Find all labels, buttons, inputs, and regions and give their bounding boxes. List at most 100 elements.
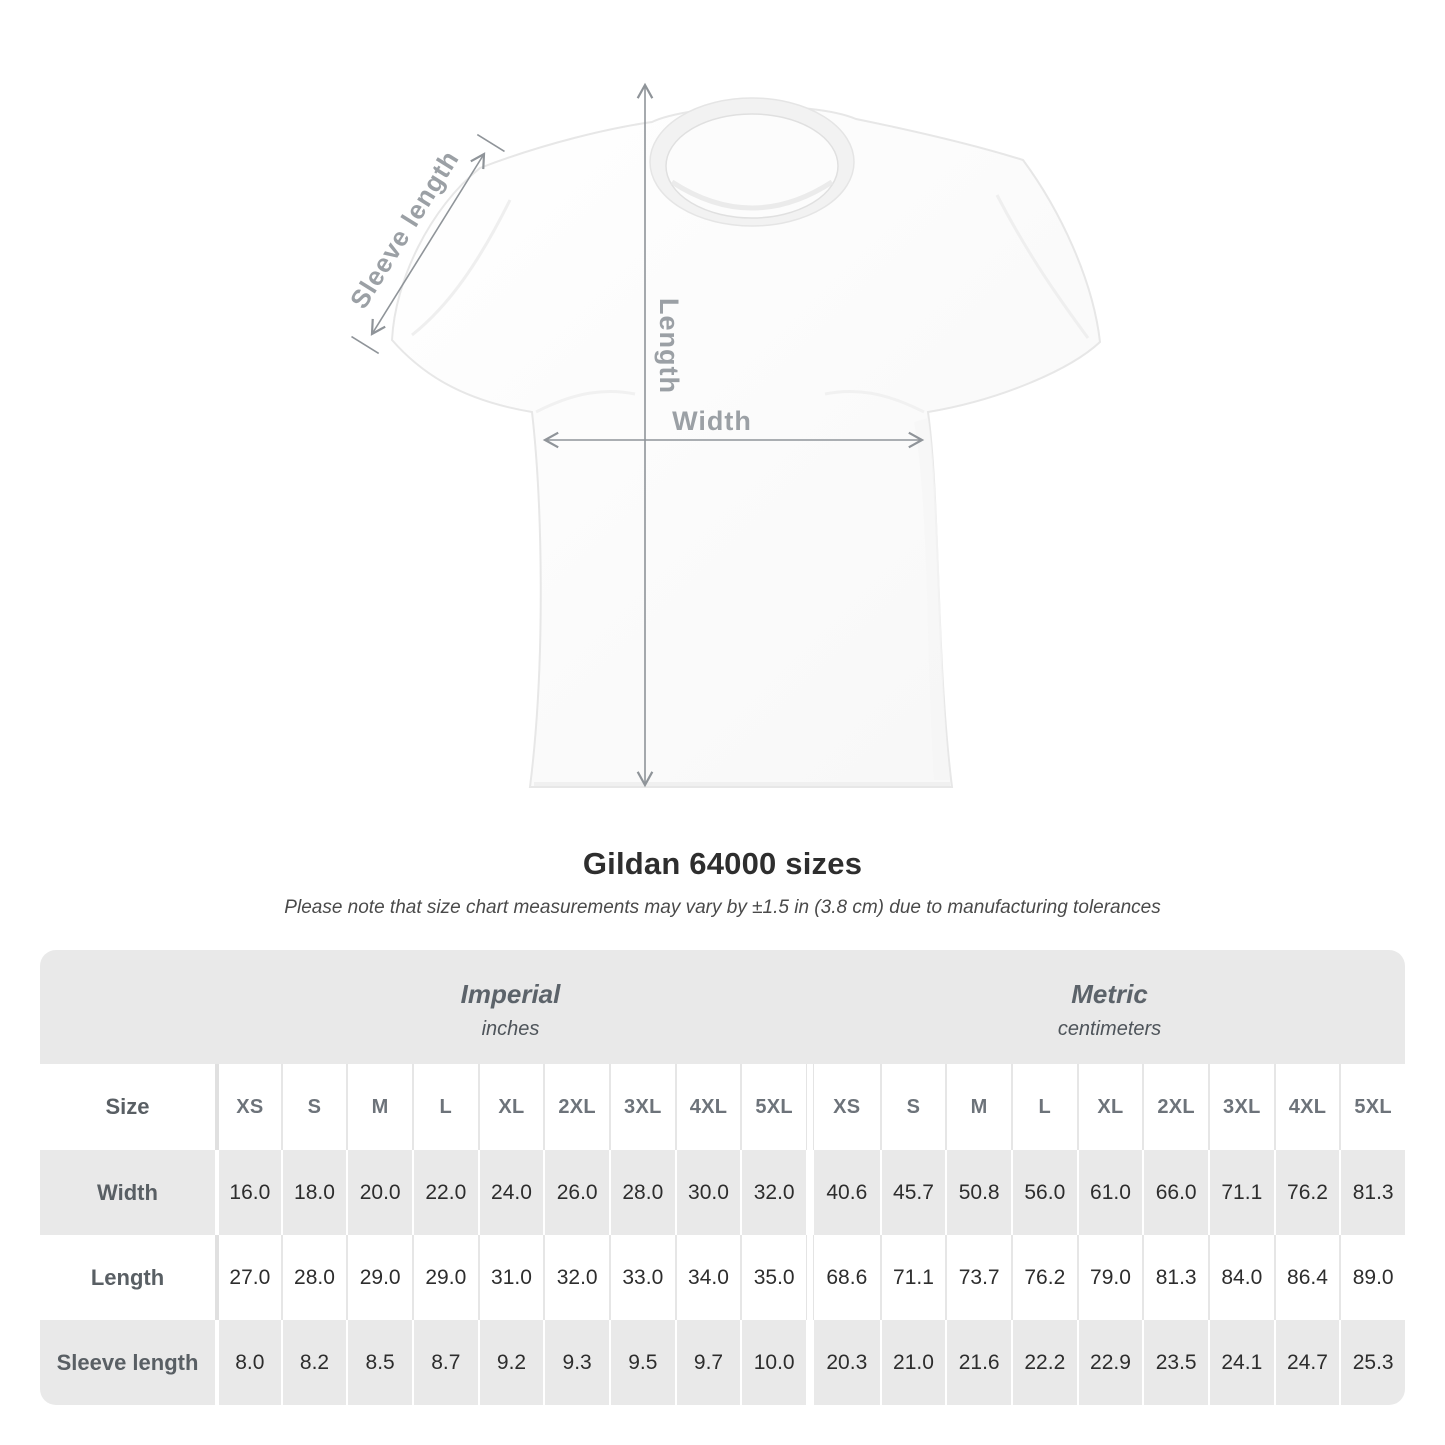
imperial-label: Imperial <box>460 979 561 1009</box>
size-col-header: L <box>411 1064 478 1150</box>
table-cell: 24.0 <box>477 1150 544 1235</box>
size-col-header: 2XL <box>543 1064 609 1150</box>
size-col-header: 3XL <box>1207 1064 1274 1150</box>
table-cell: 21.0 <box>879 1320 946 1405</box>
table-cell: 66.0 <box>1142 1150 1208 1235</box>
size-col-header: 2XL <box>1142 1064 1208 1150</box>
unit-divider <box>805 1320 814 1405</box>
table-cell: 21.6 <box>945 1320 1011 1405</box>
table-cell: 22.2 <box>1010 1320 1077 1405</box>
imperial-unit-label: inches <box>481 1018 540 1040</box>
size-col-header: 4XL <box>1273 1064 1340 1150</box>
size-col-header: 5XL <box>740 1064 806 1150</box>
table-cell: 27.0 <box>215 1235 281 1320</box>
table-cell: 10.0 <box>740 1320 806 1405</box>
size-header-row: Size XS S M L XL 2XL 3XL 4XL 5XL XS S M … <box>40 1064 1405 1150</box>
table-cell: 61.0 <box>1076 1150 1143 1235</box>
table-cell: 26.0 <box>543 1150 609 1235</box>
table-cell: 29.0 <box>411 1235 478 1320</box>
unit-divider <box>805 1150 814 1235</box>
chart-title: Gildan 64000 sizes <box>582 846 863 881</box>
unit-group-header-row: Imperial inches Metric centimeters <box>40 950 1405 1064</box>
table-cell: 9.5 <box>608 1320 675 1405</box>
size-col-header: M <box>346 1064 412 1150</box>
table-cell: 22.0 <box>411 1150 478 1235</box>
table-cell: 22.9 <box>1076 1320 1143 1405</box>
size-col-header: S <box>280 1064 347 1150</box>
table-cell: 31.0 <box>477 1235 544 1320</box>
collar-inner <box>665 113 839 219</box>
table-cell: 86.4 <box>1273 1235 1340 1320</box>
table-cell: 20.0 <box>346 1150 412 1235</box>
tshirt-measurement-diagram: Length Width Sleeve length <box>344 82 1102 788</box>
table-cell: 20.3 <box>826 1350 868 1374</box>
metric-label: Metric <box>1071 979 1148 1009</box>
size-col-header: S <box>879 1064 946 1150</box>
table-cell: 9.2 <box>477 1320 544 1405</box>
row-label: Width <box>97 1179 158 1205</box>
table-cell: 25.3 <box>1339 1320 1405 1405</box>
table-cell: 56.0 <box>1010 1150 1077 1235</box>
table-cell: 16.0 <box>215 1150 281 1235</box>
table-row-width: Width 16.0 18.0 20.0 22.0 24.0 26.0 28.0… <box>40 1150 1405 1235</box>
table-cell: 76.2 <box>1273 1150 1340 1235</box>
row-label: Length <box>90 1264 165 1290</box>
size-col-header: XS <box>215 1064 281 1150</box>
size-column-header: Size <box>105 1094 150 1119</box>
table-cell: 81.3 <box>1142 1235 1208 1320</box>
unit-divider <box>805 1064 814 1150</box>
table-cell: 50.8 <box>945 1150 1011 1235</box>
table-corner <box>40 950 215 1064</box>
size-col-header: XL <box>1076 1064 1143 1150</box>
size-col-header: L <box>1010 1064 1077 1150</box>
table-cell: 84.0 <box>1207 1235 1274 1320</box>
table-cell: 45.7 <box>879 1150 946 1235</box>
tshirt-illustration <box>390 97 1102 788</box>
unit-divider <box>805 1235 814 1320</box>
table-cell: 9.3 <box>543 1320 609 1405</box>
table-row-sleeve-length: Sleeve length 8.0 8.2 8.5 8.7 9.2 9.3 9.… <box>40 1320 1405 1405</box>
table-cell: 33.0 <box>608 1235 675 1320</box>
size-col-header: 5XL <box>1339 1064 1405 1150</box>
table-cell: 23.5 <box>1142 1320 1208 1405</box>
size-col-header: 3XL <box>608 1064 675 1150</box>
width-label: Width <box>672 406 752 436</box>
table-cell: 79.0 <box>1076 1235 1143 1320</box>
table-cell: 89.0 <box>1339 1235 1405 1320</box>
sleeve-length-dimension-arrow <box>351 133 505 355</box>
table-cell: 40.6 <box>826 1180 868 1204</box>
table-cell: 8.7 <box>411 1320 478 1405</box>
size-col-header: M <box>945 1064 1011 1150</box>
table-cell: 32.0 <box>740 1150 806 1235</box>
size-col-header: XS <box>833 1095 861 1118</box>
table-cell: 9.7 <box>674 1320 741 1405</box>
table-cell: 68.6 <box>826 1265 868 1289</box>
table-cell: 8.5 <box>346 1320 412 1405</box>
tolerance-note: Please note that size chart measurements… <box>284 897 1161 918</box>
table-cell: 34.0 <box>674 1235 741 1320</box>
table-cell: 24.7 <box>1273 1320 1340 1405</box>
unit-divider <box>806 950 814 1064</box>
length-label: Length <box>654 298 684 394</box>
table-cell: 28.0 <box>608 1150 675 1235</box>
table-cell: 29.0 <box>346 1235 412 1320</box>
imperial-group-header: Imperial inches <box>215 950 806 1064</box>
row-label: Sleeve length <box>56 1349 199 1375</box>
table-row-length: Length 27.0 28.0 29.0 29.0 31.0 32.0 33.… <box>40 1235 1405 1320</box>
metric-unit-label: centimeters <box>1057 1018 1162 1040</box>
table-cell: 81.3 <box>1339 1150 1405 1235</box>
table-cell: 71.1 <box>1207 1150 1274 1235</box>
table-cell: 30.0 <box>674 1150 741 1235</box>
size-table: Imperial inches Metric centimeters Size … <box>40 950 1405 1405</box>
table-cell: 35.0 <box>740 1235 806 1320</box>
table-cell: 73.7 <box>945 1235 1011 1320</box>
size-col-header: 4XL <box>674 1064 741 1150</box>
table-cell: 71.1 <box>879 1235 946 1320</box>
table-cell: 18.0 <box>280 1150 347 1235</box>
size-col-header: XL <box>477 1064 544 1150</box>
table-cell: 8.0 <box>215 1320 281 1405</box>
table-cell: 8.2 <box>280 1320 347 1405</box>
table-cell: 28.0 <box>280 1235 347 1320</box>
right-sleeve-crease <box>995 194 1090 339</box>
table-cell: 32.0 <box>543 1235 609 1320</box>
